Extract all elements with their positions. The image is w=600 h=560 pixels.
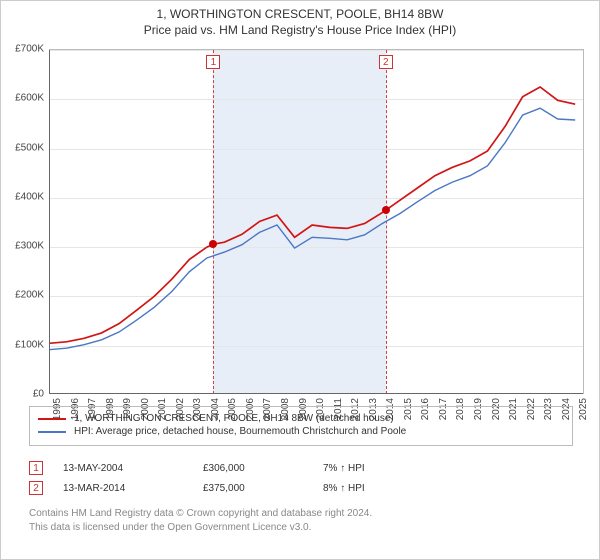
chart-container: 1, WORTHINGTON CRESCENT, POOLE, BH14 8BW… — [0, 0, 600, 560]
chart-subtitle: Price paid vs. HM Land Registry's House … — [1, 23, 599, 37]
series-svg — [49, 50, 584, 395]
attribution-line2: This data is licensed under the Open Gov… — [29, 521, 573, 535]
x-tick-label: 2025 — [578, 398, 589, 420]
y-tick-label: £700K — [15, 44, 44, 55]
sale-point — [209, 240, 217, 248]
y-axis-line — [49, 50, 50, 394]
legend-item: HPI: Average price, detached house, Bour… — [38, 426, 564, 437]
series-hpi — [49, 108, 575, 350]
y-tick-label: £200K — [15, 290, 44, 301]
y-tick-label: £500K — [15, 142, 44, 153]
sale-point — [382, 206, 390, 214]
sale-row: 1 13-MAY-2004 £306,000 7% ↑ HPI — [29, 461, 573, 475]
sale-price: £375,000 — [203, 483, 303, 494]
y-tick-label: £0 — [33, 389, 44, 400]
y-tick-label: £100K — [15, 339, 44, 350]
x-axis-line — [49, 393, 583, 394]
legend: 1, WORTHINGTON CRESCENT, POOLE, BH14 8BW… — [29, 406, 573, 446]
sale-flag: 1 — [29, 461, 43, 475]
legend-swatch — [38, 431, 66, 433]
legend-item: 1, WORTHINGTON CRESCENT, POOLE, BH14 8BW… — [38, 413, 564, 424]
y-tick-label: £300K — [15, 241, 44, 252]
legend-swatch — [38, 418, 66, 420]
title-block: 1, WORTHINGTON CRESCENT, POOLE, BH14 8BW… — [1, 1, 599, 37]
series-price_paid — [49, 87, 575, 343]
plot-frame: 12 — [49, 49, 584, 394]
sale-hpi: 7% ↑ HPI — [323, 463, 365, 474]
sale-row: 2 13-MAR-2014 £375,000 8% ↑ HPI — [29, 481, 573, 495]
y-tick-label: £400K — [15, 191, 44, 202]
event-flag: 2 — [379, 55, 393, 69]
chart-title: 1, WORTHINGTON CRESCENT, POOLE, BH14 8BW — [1, 7, 599, 21]
sales-table: 1 13-MAY-2004 £306,000 7% ↑ HPI 2 13-MAR-2014… — [29, 455, 573, 501]
sale-price: £306,000 — [203, 463, 303, 474]
sale-flag: 2 — [29, 481, 43, 495]
sale-date: 13-MAR-2014 — [63, 483, 183, 494]
sale-date: 13-MAY-2004 — [63, 463, 183, 474]
attribution-line1: Contains HM Land Registry data © Crown c… — [29, 507, 573, 521]
event-flag: 1 — [206, 55, 220, 69]
attribution: Contains HM Land Registry data © Crown c… — [29, 507, 573, 534]
plot-area: 12 £0£100K£200K£300K£400K£500K£600K£700K… — [49, 49, 584, 394]
y-tick-label: £600K — [15, 93, 44, 104]
legend-label: 1, WORTHINGTON CRESCENT, POOLE, BH14 8BW… — [74, 413, 394, 424]
legend-label: HPI: Average price, detached house, Bour… — [74, 426, 406, 437]
sale-hpi: 8% ↑ HPI — [323, 483, 365, 494]
